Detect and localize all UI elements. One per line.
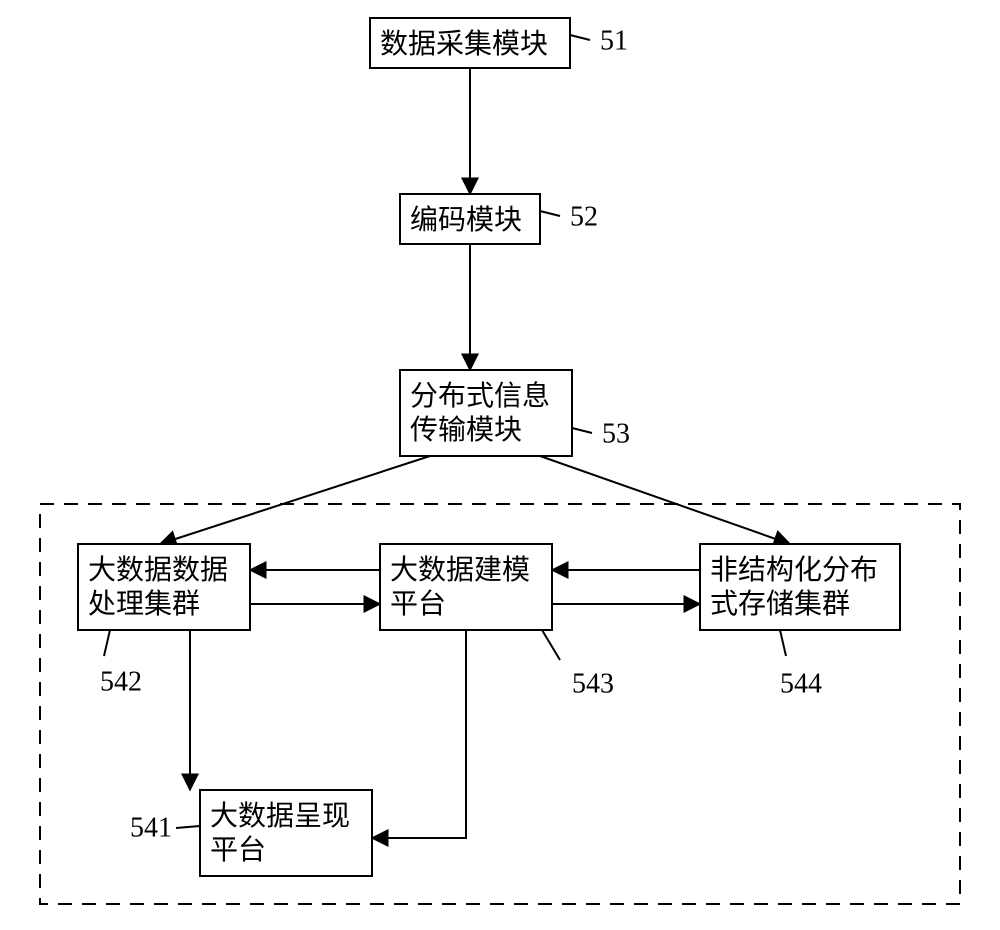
node-n542-ref: 542 [100, 666, 142, 697]
node-n52-ref: 52 [570, 201, 598, 232]
node-n543-text-0: 大数据建模 [390, 554, 530, 586]
edge-n543-n541 [372, 630, 466, 838]
node-n542-lead-line [104, 630, 110, 656]
edge-n53-n544 [540, 456, 790, 544]
node-n543-ref: 543 [572, 668, 614, 699]
node-n543-lead-line [542, 630, 560, 660]
node-n53-ref: 53 [602, 418, 630, 449]
flowchart-diagram: 数据采集模块编码模块分布式信息传输模块大数据数据处理集群大数据建模平台非结构化分… [0, 0, 1000, 930]
node-n541-ref: 541 [130, 812, 172, 843]
node-n51-lead-line [570, 35, 590, 40]
node-n52-text-0: 编码模块 [410, 204, 522, 236]
node-n543-text-1: 平台 [390, 588, 446, 620]
edge-n53-n542 [160, 456, 430, 544]
node-n542-text-0: 大数据数据 [88, 554, 228, 586]
node-n542-text-1: 处理集群 [88, 588, 200, 620]
node-n544-text-0: 非结构化分布 [710, 554, 878, 586]
node-n544-ref: 544 [780, 668, 822, 699]
node-n544-text-1: 式存储集群 [710, 588, 850, 620]
node-n51-ref: 51 [600, 25, 628, 56]
node-n541-text-1: 平台 [210, 834, 266, 866]
node-n52-lead-line [540, 211, 560, 216]
node-n544-lead-line [780, 630, 786, 656]
node-n53-text-1: 传输模块 [410, 414, 522, 446]
node-n51-text-0: 数据采集模块 [380, 28, 548, 60]
node-n53-lead-line [572, 428, 592, 433]
node-n541-text-0: 大数据呈现 [210, 800, 350, 832]
node-n53-text-0: 分布式信息 [410, 380, 550, 412]
node-n541-lead-line [176, 826, 200, 828]
